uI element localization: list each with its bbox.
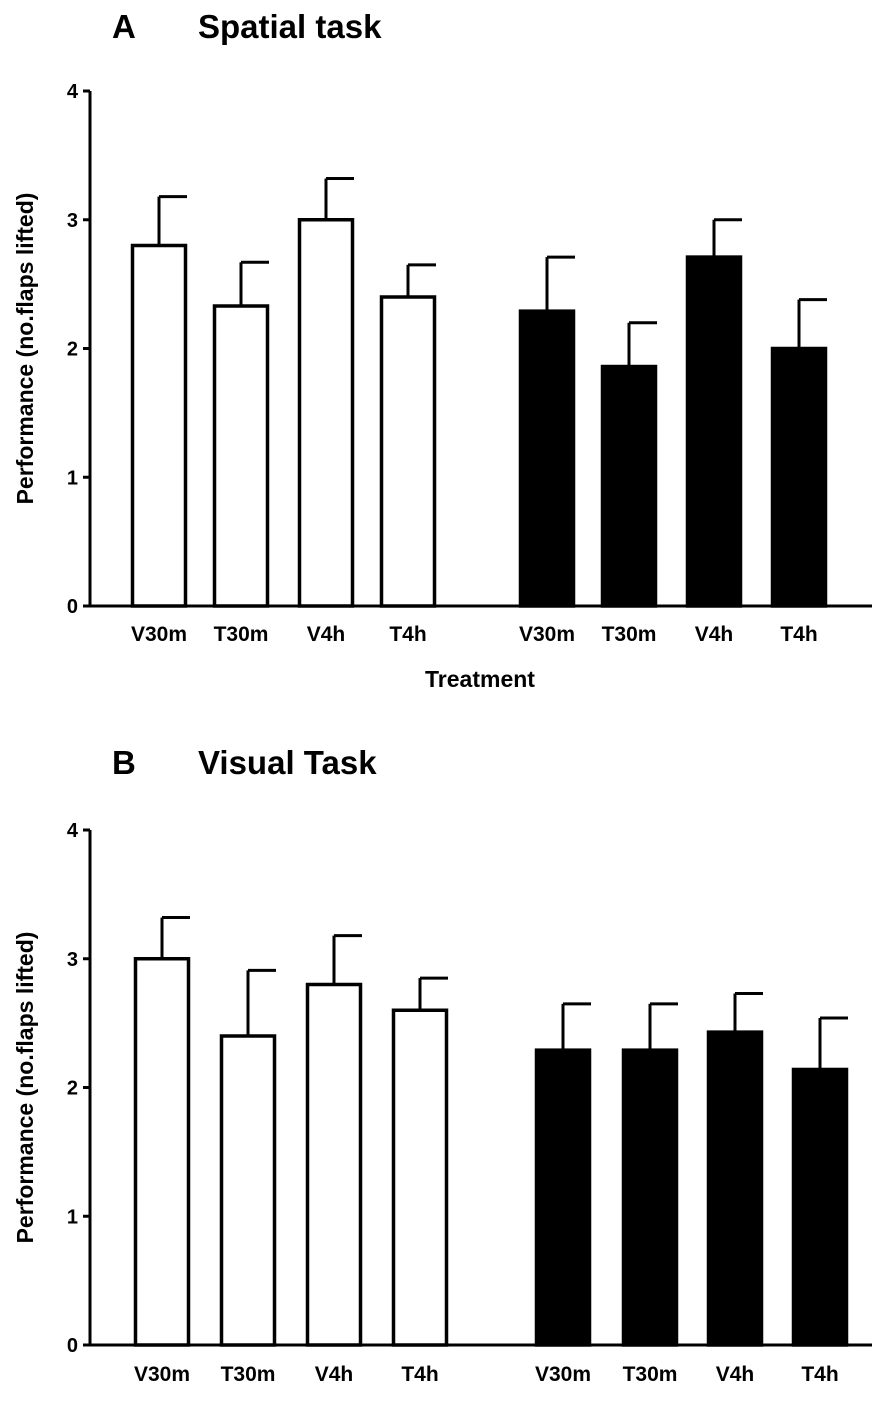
bar-black [770, 346, 828, 608]
bar-black [518, 309, 576, 608]
bar-black [791, 1067, 849, 1347]
bar-black [685, 255, 743, 608]
chart-title: Spatial task [198, 8, 382, 45]
bar-white [130, 243, 188, 608]
bar-white [219, 1034, 277, 1347]
y-tick-label: 3 [67, 949, 78, 971]
x-axis-title: Treatment [425, 666, 535, 692]
panel-letter: B [112, 744, 136, 781]
y-tick-label: 3 [67, 210, 78, 232]
bar-black [534, 1048, 592, 1347]
chart-panel-a: A Spatial task 0 1 2 3 4 Performance (no.flaps … [12, 8, 872, 692]
y-tick-label: 4 [67, 820, 79, 842]
x-category-label: V4h [716, 1363, 755, 1386]
y-tick-label: 1 [67, 467, 78, 489]
panel-letter: A [112, 8, 136, 45]
y-tick-label: 4 [67, 81, 79, 103]
x-category-label: V4h [695, 623, 734, 646]
x-category-label: T30m [214, 623, 269, 646]
y-axis-title: Performance (no.flaps lifted) [12, 193, 38, 505]
x-category-label: T30m [221, 1363, 276, 1386]
x-category-label: T30m [623, 1363, 678, 1386]
x-category-label: T4h [780, 623, 817, 646]
bar-white [133, 957, 191, 1347]
bar-white [379, 295, 437, 608]
y-tick-label: 1 [67, 1206, 78, 1228]
bar-black [706, 1030, 764, 1347]
y-tick-label: 2 [67, 1078, 78, 1100]
chart-title: Visual Task [198, 744, 377, 781]
bar-white [391, 1008, 449, 1347]
x-category-label: V30m [131, 623, 187, 646]
bar-white [212, 304, 270, 608]
x-category-label: V30m [134, 1363, 190, 1386]
x-category-label: V4h [307, 623, 346, 646]
x-category-label: T4h [801, 1363, 838, 1386]
x-category-label: T4h [401, 1363, 438, 1386]
bar-black [600, 364, 658, 608]
x-category-label: V4h [315, 1363, 354, 1386]
x-category-label: V30m [535, 1363, 591, 1386]
bar-white [305, 982, 363, 1347]
chart-panel-b: B Visual Task 0 1 2 3 4 Performance (no.flaps l… [12, 744, 872, 1386]
x-category-label: V30m [519, 623, 575, 646]
y-tick-label: 0 [67, 1335, 78, 1357]
x-category-label: T4h [389, 623, 426, 646]
y-axis-title: Performance (no.flaps lifted) [12, 932, 38, 1244]
x-category-label: T30m [602, 623, 657, 646]
bar-black [621, 1048, 679, 1347]
y-tick-label: 2 [67, 339, 78, 361]
bar-white [297, 218, 355, 608]
y-tick-label: 0 [67, 596, 78, 618]
